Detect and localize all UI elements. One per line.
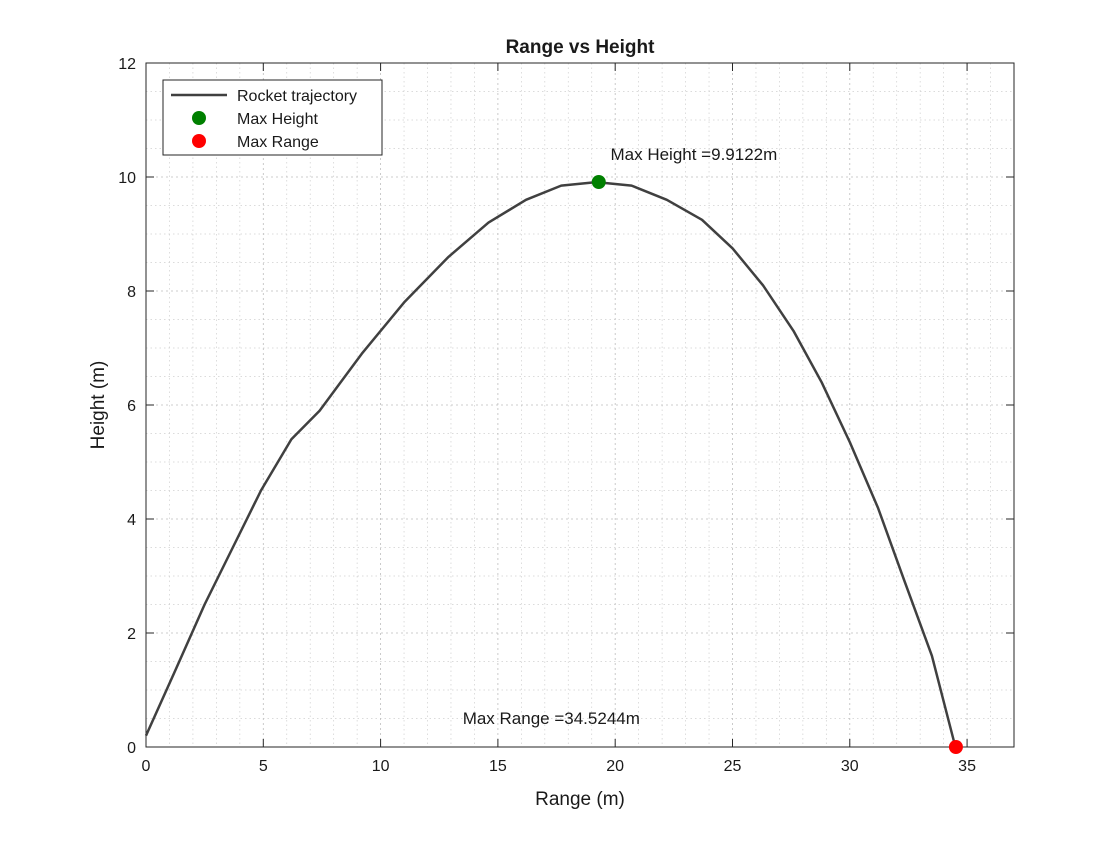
legend-swatch-max-height [192, 111, 206, 125]
chart-title: Range vs Height [506, 37, 656, 58]
rocket-trajectory-line [144, 180, 957, 748]
y-axis-label: Height (m) [88, 361, 109, 450]
x-tick-label: 25 [724, 758, 742, 775]
y-tick-label: 6 [127, 398, 136, 415]
x-tick-label: 10 [372, 758, 390, 775]
max-height-marker [591, 175, 606, 190]
legend-label-rocket-trajectory: Rocket trajectory [237, 88, 357, 105]
y-tick-label: 10 [118, 170, 136, 187]
annotation: Max Range =34.5244m [463, 709, 640, 728]
x-tick-label: 20 [606, 758, 624, 775]
y-tick-label: 0 [127, 740, 136, 757]
max-range-marker [948, 740, 963, 754]
legend-label-max-height: Max Height [237, 111, 318, 128]
legend-label-max-range: Max Range [237, 134, 319, 151]
annotation: Max Height =9.9122m [610, 145, 777, 164]
legend-swatch-max-range [192, 134, 206, 148]
legend: Rocket trajectory Max Height Max Range [162, 79, 383, 156]
x-tick-label: 15 [489, 758, 507, 775]
x-axis-label: Range (m) [535, 789, 625, 810]
x-tick-label: 30 [841, 758, 859, 775]
y-tick-label: 8 [127, 284, 136, 301]
x-tick-label: 5 [259, 758, 268, 775]
y-tick-label: 2 [127, 626, 136, 643]
y-tick-label: 12 [118, 56, 136, 73]
x-tick-label: 0 [142, 758, 151, 775]
y-tick-label: 4 [127, 512, 136, 529]
x-tick-label: 35 [958, 758, 976, 775]
